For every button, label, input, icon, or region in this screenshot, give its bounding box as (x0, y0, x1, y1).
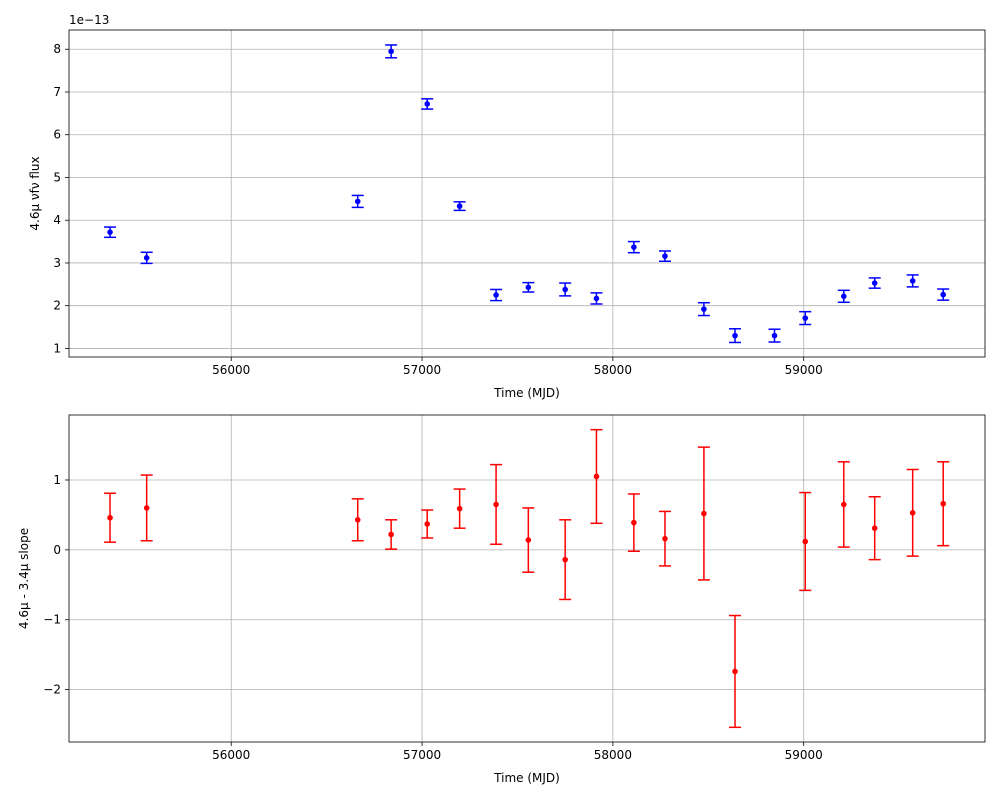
data-point (940, 291, 947, 298)
y-tick-label: 1 (53, 341, 61, 355)
x-axis-label: Time (MJD) (493, 386, 560, 400)
data-point (456, 505, 463, 512)
axes-frame (68, 29, 986, 358)
data-point (909, 278, 916, 284)
data-point (871, 280, 878, 286)
y-tick-label: 1 (53, 473, 61, 487)
data-point (940, 500, 947, 507)
data-point (840, 501, 847, 508)
y-tick-label: 5 (53, 170, 61, 184)
y-axis-label: 4.6μ νfν flux (28, 156, 42, 230)
x-axis-label: Time (MJD) (493, 771, 560, 785)
x-tick-label: 56000 (212, 748, 250, 762)
data-point (871, 525, 878, 531)
data-point (107, 229, 113, 235)
data-point (456, 203, 463, 209)
x-tick-label: 57000 (403, 748, 441, 762)
x-tick-label: 59000 (785, 363, 823, 377)
data-point (143, 255, 150, 261)
y-tick-label: 3 (53, 256, 61, 270)
axes-frame (68, 414, 986, 743)
data-point (525, 284, 532, 291)
y-tick-label: 8 (53, 42, 61, 56)
data-point (493, 501, 499, 508)
data-point (662, 253, 668, 259)
data-point (662, 535, 668, 542)
data-point (771, 332, 778, 339)
data-point (909, 510, 916, 516)
data-point (107, 514, 113, 521)
data-point (701, 510, 707, 517)
data-point (562, 556, 568, 563)
y-tick-label: 4 (53, 213, 61, 227)
y-tick-label: −2 (43, 683, 61, 697)
x-tick-label: 58000 (594, 363, 632, 377)
x-tick-label: 58000 (594, 748, 632, 762)
x-tick-label: 56000 (212, 363, 250, 377)
data-point (802, 315, 809, 321)
data-point (388, 48, 394, 55)
data-point (424, 521, 430, 527)
y-tick-label: 0 (53, 543, 61, 557)
y-tick-label: −1 (43, 613, 61, 627)
y-tick-label: 2 (53, 299, 61, 313)
y-tick-label: 7 (53, 85, 61, 99)
data-point (732, 332, 738, 339)
data-point (593, 295, 600, 302)
panel-1: 56000 57000 58000 59000 1 2 3 4 5 6 7 8 Time (MJD) 4.… (28, 13, 986, 400)
data-point (354, 198, 361, 205)
data-point (493, 292, 499, 298)
y-axis-label: 4.6μ - 3.4μ slope (17, 528, 31, 629)
data-point (424, 101, 430, 107)
y-tick-label: 6 (53, 128, 61, 142)
data-point (143, 505, 150, 511)
data-point (631, 244, 637, 250)
data-point (802, 538, 809, 545)
data-point (840, 293, 847, 300)
data-point (631, 519, 637, 526)
data-point (732, 668, 738, 675)
x-tick-label: 59000 (785, 748, 823, 762)
data-point (388, 531, 394, 538)
panel-2: 56000 57000 58000 59000 −2 −1 0 1 Time (MJD) 4.6μ… (17, 414, 986, 785)
data-point (354, 517, 361, 523)
data-point (701, 306, 707, 312)
x-tick-label: 57000 (403, 363, 441, 377)
y-offset-label: 1e−13 (69, 13, 109, 27)
data-point (562, 286, 568, 293)
data-point (593, 473, 600, 480)
data-point (525, 537, 532, 543)
